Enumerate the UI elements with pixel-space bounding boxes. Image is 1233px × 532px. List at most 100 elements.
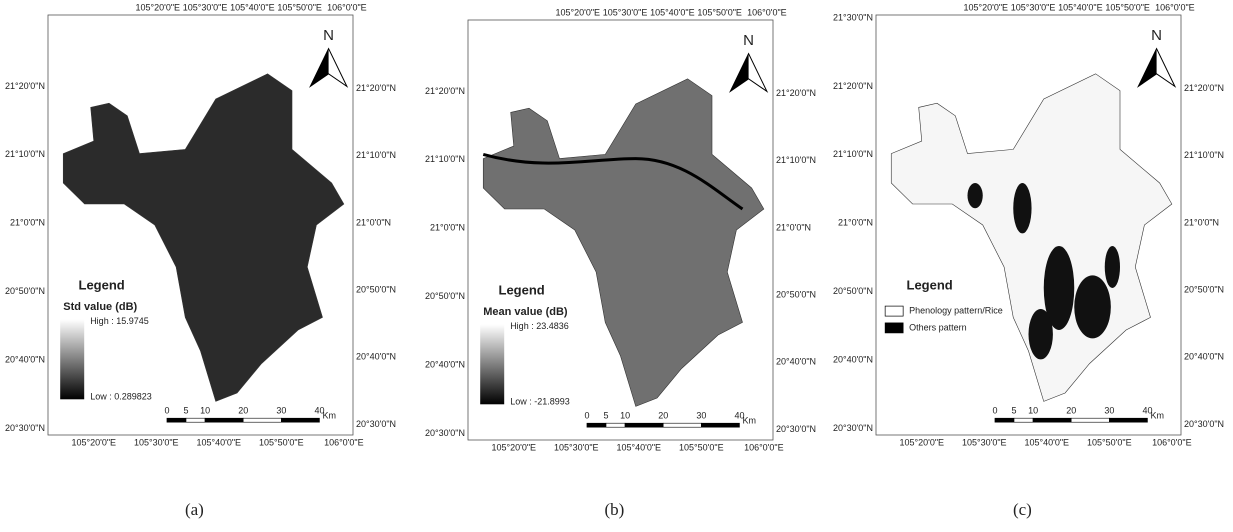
lon-label-top: 105°20'0"E [136,2,181,12]
scale-tick-label: 5 [184,406,189,416]
scale-segment [587,423,606,427]
scale-segment [625,423,663,427]
panel-caption: (c) [1013,500,1032,519]
lon-label-bottom: 105°30'0"E [554,442,599,452]
lon-label-top: 105°20'0"E [556,7,601,17]
lon-label-top: 106°0'0"E [327,2,367,12]
lat-label-right: 20°30'0"N [356,419,396,429]
lat-label-right: 21°0'0"N [1184,217,1219,227]
lon-label-bottom: 105°40'0"E [1025,437,1070,447]
lon-label-top: 105°50'0"E [277,2,322,12]
lat-label-left: 21°0'0"N [430,223,465,233]
scale-segment [1033,418,1071,422]
lon-label-bottom: 106°0'0"E [744,442,784,452]
scale-tick-label: 5 [604,411,609,421]
legend-high: High : 15.9745 [90,316,149,326]
legend-item: Others pattern [909,322,967,332]
lon-label-top: 105°50'0"E [697,7,742,17]
lat-label-right: 20°50'0"N [356,284,396,294]
legend-subtitle: Mean value (dB) [483,306,568,318]
scale-tick-label: 20 [1066,406,1076,416]
legend-item: Phenology pattern/Rice [909,305,1003,315]
north-label: N [1151,27,1162,44]
lon-label-top: 105°50'0"E [1105,2,1150,12]
lat-label-right: 20°30'0"N [776,424,816,434]
lon-label-bottom: 105°50'0"E [1087,437,1132,447]
lat-label-left: 21°10'0"N [833,149,873,159]
scale-segment [205,418,243,422]
scale-tick-label: 10 [1028,406,1038,416]
lon-label-bottom: 105°50'0"E [259,437,304,447]
lon-label-top: 105°40'0"E [1058,2,1103,12]
lat-label-left: 21°20'0"N [833,81,873,91]
scale-unit: Km [322,411,336,421]
lon-label-bottom: 105°30'0"E [134,437,179,447]
scale-segment [606,423,625,427]
map-area [63,74,344,402]
scale-segment [186,418,205,422]
legend-title: Legend [79,277,125,292]
lat-label-left: 21°20'0"N [425,86,465,96]
scale-segment [167,418,186,422]
scale-tick-label: 20 [658,411,668,421]
lat-label-right: 21°0'0"N [356,217,391,227]
scale-tick-label: 10 [200,406,210,416]
scale-tick-label: 10 [620,411,630,421]
lon-label-bottom: 105°20'0"E [899,437,944,447]
lat-label-left: 20°30'0"N [425,428,465,438]
lat-label-left: 20°40'0"N [5,355,45,365]
lat-label-left: 21°30'0"N [833,12,873,22]
scale-segment [995,418,1014,422]
lat-label-left: 20°50'0"N [5,286,45,296]
lat-label-left: 21°10'0"N [425,154,465,164]
lat-label-left: 20°50'0"N [833,286,873,296]
other-pattern-patch [1074,275,1111,338]
lat-label-left: 21°10'0"N [5,149,45,159]
lat-label-right: 21°10'0"N [356,150,396,160]
scale-segment [1014,418,1033,422]
lon-label-bottom: 105°40'0"E [617,442,662,452]
legend-ramp [60,320,84,400]
scale-unit: Km [742,416,756,426]
legend-subtitle: Std value (dB) [63,301,137,313]
lat-label-right: 21°10'0"N [1184,150,1224,160]
scale-segment [1071,418,1109,422]
scale-tick-label: 20 [238,406,248,416]
legend-high: High : 23.4836 [510,321,569,331]
lat-label-right: 21°20'0"N [356,83,396,93]
lon-label-top: 106°0'0"E [1155,2,1195,12]
lon-label-top: 105°30'0"E [603,7,648,17]
north-label: N [323,27,334,44]
lon-label-top: 105°40'0"E [650,7,695,17]
lon-label-bottom: 106°0'0"E [1152,437,1192,447]
scale-segment [1109,418,1147,422]
legend-low: Low : 0.289823 [90,392,152,402]
map-area [891,74,1172,402]
scale-unit: Km [1150,411,1164,421]
lon-label-top: 106°0'0"E [747,7,787,17]
lon-label-bottom: 105°40'0"E [197,437,242,447]
map-area [483,79,764,407]
other-pattern-patch [1013,183,1031,233]
other-pattern-patch [1105,246,1120,288]
legend-title: Legend [907,277,953,292]
lat-label-left: 21°20'0"N [5,81,45,91]
lat-label-left: 20°40'0"N [425,360,465,370]
scale-tick-label: 5 [1012,406,1017,416]
lon-label-bottom: 105°30'0"E [962,437,1007,447]
lat-label-left: 20°30'0"N [5,423,45,433]
panel-caption: (a) [185,500,204,519]
legend-title: Legend [499,282,545,297]
lon-label-bottom: 106°0'0"E [324,437,364,447]
lat-label-right: 21°10'0"N [776,155,816,165]
other-pattern-patch [1029,309,1053,359]
lat-label-right: 20°50'0"N [776,289,816,299]
north-label: N [743,32,754,49]
scale-tick-label: 30 [276,406,286,416]
lon-label-top: 105°20'0"E [964,2,1009,12]
lat-label-right: 20°40'0"N [776,357,816,367]
legend-swatch [885,323,903,333]
lon-label-bottom: 105°20'0"E [71,437,116,447]
scale-tick-label: 30 [1104,406,1114,416]
lon-label-top: 105°30'0"E [1011,2,1056,12]
